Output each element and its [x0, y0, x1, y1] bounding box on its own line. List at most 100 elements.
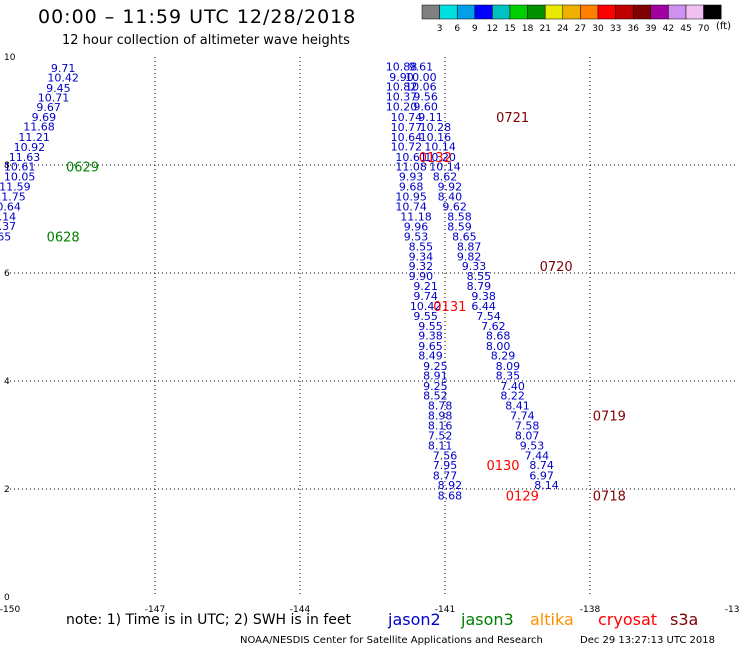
wave-height-label: 9.82 — [457, 250, 482, 263]
satellite-legend-altika: altika — [530, 610, 574, 629]
wave-height-label: 9.34 — [409, 250, 434, 263]
time-annotation: 0720 — [540, 260, 573, 275]
colorbar-tick-label: 12 — [487, 24, 498, 34]
wave-height-label: 7.54 — [476, 310, 501, 323]
page-subtitle: 12 hour collection of altimeter wave hei… — [62, 33, 350, 48]
x-tick-label: -147 — [145, 605, 165, 615]
wave-height-label: 9.38 — [471, 290, 496, 303]
y-tick-label: 8 — [4, 161, 10, 171]
wave-height-label: 8.22 — [500, 390, 525, 403]
wave-height-label: 9.93 — [399, 170, 424, 183]
time-annotation: 0130 — [486, 459, 519, 474]
colorbar-tick-label: 18 — [522, 24, 534, 34]
wave-height-label: 10.06 — [405, 81, 437, 94]
wave-height-label: 8.65 — [452, 230, 477, 243]
colorbar-tick-label: 21 — [539, 24, 550, 34]
wave-height-label: 10.28 — [420, 121, 452, 134]
wave-height-label: 9.45 — [46, 82, 71, 95]
colorbar-tick-label: 27 — [575, 24, 586, 34]
wave-height-label: 10.14 — [429, 161, 461, 174]
x-tick-label: -144 — [290, 605, 311, 615]
wave-height-label: 8.77 — [433, 470, 458, 483]
y-tick-label: 0 — [4, 593, 10, 603]
time-annotation: 0629 — [66, 161, 99, 176]
colorbar-tick-label: 24 — [557, 24, 569, 34]
wave-height-label: 8.49 — [418, 350, 443, 363]
wave-height-label: 8.87 — [457, 241, 482, 254]
wave-height-label: 9.55 — [413, 310, 438, 323]
wave-height-label: 10.74 — [391, 111, 423, 124]
wave-height-label: 9.96 — [404, 221, 429, 234]
wave-height-label: 9.38 — [418, 330, 443, 343]
footer-credit: NOAA/NESDIS Center for Satellite Applica… — [240, 635, 543, 646]
wave-height-label: 11.18 — [400, 210, 432, 223]
wave-height-label: 7.95 — [433, 459, 458, 472]
wave-height-label: 8.29 — [491, 350, 516, 363]
wave-height-label: 10.20 — [424, 151, 456, 164]
footer-note: note: 1) Time is in UTC; 2) SWH is in fe… — [66, 612, 352, 628]
wave-height-label: 8.74 — [529, 459, 554, 472]
colorbar-tick-label: 36 — [627, 24, 639, 34]
wave-height-label: 10.61 — [4, 161, 36, 174]
wave-height-label: 8.92 — [438, 479, 463, 492]
colorbar-tick-label: 15 — [504, 24, 515, 34]
color-scale-bar: 3 6 9 12 15 18 21 24 27 30 33 36 39 42 45 70 — [421, 4, 722, 34]
colorbar-tick-label: 42 — [663, 24, 674, 34]
time-annotation: 0129 — [506, 489, 539, 504]
colorbar-tick-label: 33 — [610, 24, 621, 34]
wave-height-label: 9.65 — [418, 340, 443, 353]
x-tick-label: -135 — [725, 605, 740, 615]
time-annotation: 0721 — [496, 111, 529, 126]
wave-height-label: 10.42 — [410, 300, 442, 313]
wave-height-label: 6.97 — [529, 470, 554, 483]
x-tick-label: -141 — [435, 605, 455, 615]
wave-height-label: 8.55 — [409, 241, 434, 254]
wave-height-label: 8.07 — [515, 430, 540, 443]
wave-height-label: 7.44 — [525, 450, 550, 463]
y-tick-label: 6 — [4, 269, 10, 279]
wave-height-label: 9.90 — [389, 71, 414, 84]
wave-height-label: 8.09 — [496, 360, 521, 373]
wave-height-label: 10.71 — [38, 92, 70, 105]
time-annotation: 0628 — [47, 230, 80, 245]
wave-height-label: 10.00 — [405, 71, 437, 84]
wave-height-label: 9.21 — [413, 280, 438, 293]
wave-height-label: 9.74 — [413, 290, 438, 303]
wave-height-label: 10.77 — [391, 121, 423, 134]
wave-height-label: 9.92 — [438, 181, 463, 194]
wave-height-label: 8.41 — [505, 399, 530, 412]
wave-height-label: 8.40 — [438, 190, 463, 203]
satellite-legend-cryosat: cryosat — [598, 610, 658, 629]
wave-height-label: 11.75 — [0, 190, 26, 203]
wave-height-label: 9.67 — [36, 101, 61, 114]
color-scale-unit: (ft) — [716, 21, 732, 32]
wave-height-label: 6.44 — [471, 300, 496, 313]
wave-height-label: 9.90 — [409, 270, 434, 283]
wave-height-label: 11.21 — [18, 131, 50, 144]
wave-height-label: 11.14 — [0, 210, 16, 223]
y-tick-label: 10 — [4, 53, 16, 63]
wave-height-label: 8.11 — [428, 439, 453, 452]
wave-height-label: 8.62 — [433, 170, 458, 183]
colorbar-tick-label: 3 — [437, 24, 443, 34]
x-tick-label: -150 — [0, 605, 20, 615]
wave-height-label: 9.32 — [409, 260, 434, 273]
wave-height-label: 11.68 — [23, 121, 55, 134]
wave-height-label: 7.62 — [481, 320, 506, 333]
wave-height-label: 7.56 — [433, 450, 458, 463]
colorbar-tick-label: 39 — [645, 24, 657, 34]
wave-height-label: 8.59 — [447, 221, 472, 234]
y-tick-label: 2 — [4, 485, 10, 495]
satellite-legend-s3a: s3a — [670, 610, 699, 629]
wave-height-label: 9.69 — [32, 111, 57, 124]
wave-height-label: 8.79 — [467, 280, 492, 293]
wave-height-label: 9.62 — [442, 201, 467, 214]
wave-height-label: 7.52 — [428, 430, 453, 443]
wave-height-label: 10.37 — [386, 90, 418, 103]
wave-height-label: 8.16 — [428, 419, 453, 432]
colorbar-tick-label: 30 — [592, 24, 604, 34]
wave-height-label: 9.53 — [520, 439, 545, 452]
wave-height-label: 10.61 — [395, 151, 427, 164]
wave-height-label: 10.65 — [0, 230, 11, 243]
